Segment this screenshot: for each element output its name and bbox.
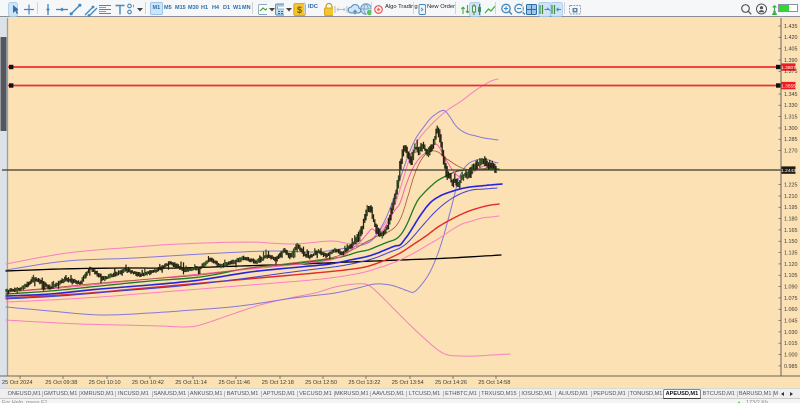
svg-text:1.375: 1.375: [784, 69, 798, 75]
svg-text:1.030: 1.030: [784, 330, 798, 336]
svg-text:1.330: 1.330: [784, 103, 798, 109]
svg-text:1.195: 1.195: [784, 205, 798, 211]
svg-text:1.210: 1.210: [784, 194, 798, 200]
svg-text:1.390: 1.390: [784, 58, 798, 64]
svg-text:25 Oct 11:14: 25 Oct 11:14: [175, 380, 207, 386]
svg-text:1.3555: 1.3555: [781, 84, 796, 90]
svg-text:25 Oct 13:22: 25 Oct 13:22: [348, 380, 380, 386]
svg-text:1.150: 1.150: [784, 239, 798, 245]
svg-text:25 Oct 10:42: 25 Oct 10:42: [132, 380, 164, 386]
svg-text:25 Oct 2024: 25 Oct 2024: [2, 380, 32, 386]
svg-text:1.060: 1.060: [784, 307, 798, 313]
svg-text:1.105: 1.105: [784, 273, 798, 279]
svg-text:0.985: 0.985: [784, 364, 798, 370]
svg-text:1.420: 1.420: [784, 35, 798, 41]
svg-text:1.015: 1.015: [784, 341, 798, 347]
svg-text:1.2443: 1.2443: [781, 168, 796, 174]
svg-text:1.180: 1.180: [784, 217, 798, 223]
svg-text:25 Oct 11:46: 25 Oct 11:46: [219, 380, 251, 386]
svg-text:1.405: 1.405: [784, 47, 798, 53]
svg-text:1.120: 1.120: [784, 262, 798, 268]
svg-text:25 Oct 09:38: 25 Oct 09:38: [45, 380, 77, 386]
svg-text:1.315: 1.315: [784, 115, 798, 121]
svg-text:1.3807: 1.3807: [781, 65, 796, 71]
svg-text:1.045: 1.045: [784, 318, 798, 324]
svg-text:1.300: 1.300: [784, 126, 798, 132]
svg-text:25 Oct 10:10: 25 Oct 10:10: [89, 380, 121, 386]
svg-text:1.075: 1.075: [784, 296, 798, 302]
svg-text:25 Oct 14:26: 25 Oct 14:26: [435, 380, 467, 386]
svg-text:1.000: 1.000: [784, 352, 798, 358]
svg-text:25 Oct 14:58: 25 Oct 14:58: [478, 380, 510, 386]
svg-text:1.225: 1.225: [784, 183, 798, 189]
svg-text:1.435: 1.435: [784, 24, 798, 30]
svg-text:1.285: 1.285: [784, 137, 798, 143]
svg-text:25 Oct 12:18: 25 Oct 12:18: [262, 380, 294, 386]
svg-text:25 Oct 12:50: 25 Oct 12:50: [305, 380, 337, 386]
svg-text:1.090: 1.090: [784, 284, 798, 290]
svg-text:1.165: 1.165: [784, 228, 798, 234]
svg-text:1.345: 1.345: [784, 92, 798, 98]
svg-text:$: $: [297, 5, 302, 15]
svg-text:1.135: 1.135: [784, 251, 798, 257]
svg-text:1.270: 1.270: [784, 149, 798, 155]
svg-text:25 Oct 13:54: 25 Oct 13:54: [392, 380, 424, 386]
